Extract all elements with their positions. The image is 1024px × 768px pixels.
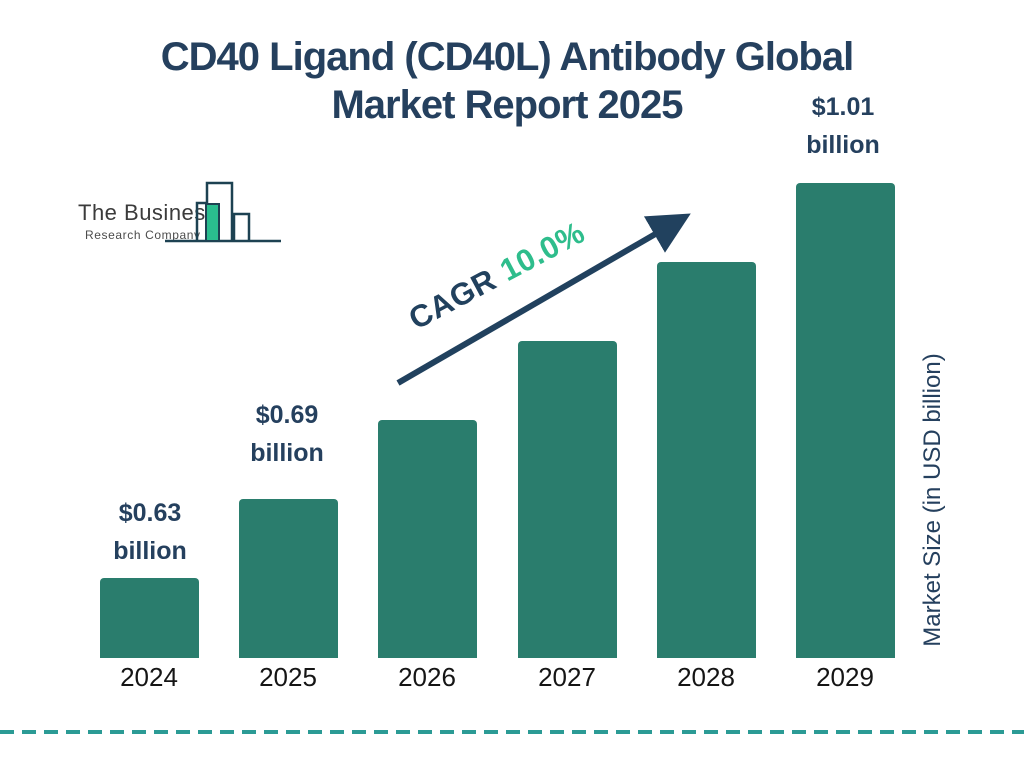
x-tick-2025: 2025 <box>259 662 317 692</box>
value-label-2029: $1.01 billion <box>806 88 880 164</box>
cagr-trend-arrow-icon <box>396 213 691 386</box>
x-tick-2027: 2027 <box>538 662 596 692</box>
x-tick-2024: 2024 <box>120 662 178 692</box>
value-label-unit: billion <box>806 131 880 159</box>
logo-company-tagline: Research Company <box>85 228 201 242</box>
x-tick-2026: 2026 <box>398 662 456 692</box>
bar-2029 <box>796 183 895 658</box>
bar-2027 <box>518 341 617 658</box>
bar-2025 <box>239 499 338 658</box>
value-label-amount: $0.63 <box>118 499 182 527</box>
bar-2028 <box>657 262 756 658</box>
bar-chart-logo-icon <box>165 181 281 243</box>
value-label-unit: billion <box>250 439 324 467</box>
company-logo: The Business Research Company <box>75 178 290 250</box>
x-tick-2028: 2028 <box>677 662 735 692</box>
x-tick-2029: 2029 <box>816 662 874 692</box>
value-label-2024: $0.63 billion <box>113 494 187 570</box>
bar-2024 <box>100 578 199 658</box>
y-axis-label: Market Size (in USD billion) <box>919 353 946 647</box>
chart-title-line1: CD40 Ligand (CD40L) Antibody Global <box>160 35 854 79</box>
bottom-dashed-divider <box>0 730 1024 734</box>
value-label-amount: $0.69 <box>255 401 319 429</box>
bar-2026 <box>378 420 477 658</box>
chart-title-line2: Market Report 2025 <box>331 83 683 127</box>
value-label-unit: billion <box>113 537 187 565</box>
logo-company-name: The Business <box>78 200 218 225</box>
value-label-2025: $0.69 billion <box>250 396 324 472</box>
chart-title: CD40 Ligand (CD40L) Antibody Global Mark… <box>72 33 942 129</box>
value-label-amount: $1.01 <box>811 93 875 121</box>
